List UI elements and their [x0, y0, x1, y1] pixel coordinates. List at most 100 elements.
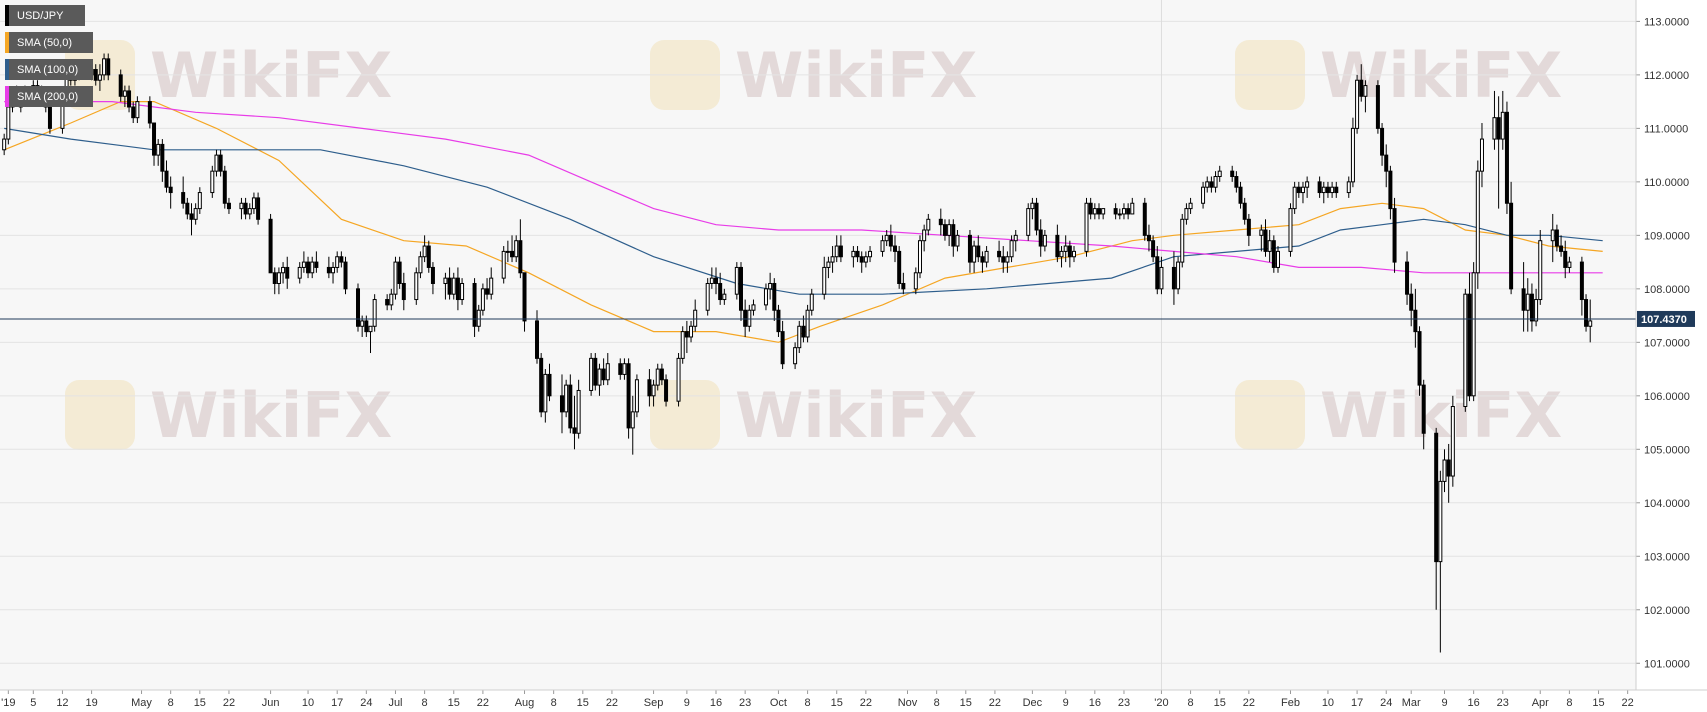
candle-bearish: [1559, 245, 1564, 252]
x-tick-label: 10: [302, 697, 314, 709]
candle-bearish: [1529, 293, 1534, 322]
candle-bearish: [1375, 85, 1380, 129]
candle-bullish: [1288, 208, 1293, 252]
candle-bullish: [1072, 250, 1077, 258]
x-axis: '19 5 12 19 May 8 15 22 Jun 10 17 24 Jul 8 15 22 Aug 8 15 2…: [1, 690, 1634, 709]
candle-bullish: [1101, 208, 1106, 215]
x-tick-label: Oct: [770, 697, 787, 709]
candle-bullish: [1363, 85, 1368, 97]
candle-bullish: [1188, 202, 1193, 210]
y-tick-label: 112.0000: [1644, 70, 1689, 82]
candle-bullish: [1471, 272, 1476, 397]
candle-bullish: [1450, 406, 1455, 477]
candle-bearish: [1242, 202, 1247, 220]
x-tick-label: 22: [477, 697, 489, 709]
x-axis-background: [0, 690, 1707, 712]
y-tick-label: 106.0000: [1644, 391, 1690, 403]
x-tick-label: 10: [1322, 697, 1334, 709]
candle-bearish: [93, 69, 98, 81]
candle-bearish: [1263, 229, 1268, 252]
candle-bearish: [472, 282, 477, 327]
x-tick-label: 19: [85, 697, 97, 709]
x-tick-label: 17: [1351, 697, 1363, 709]
x-tick-label: 8: [422, 697, 428, 709]
candle-bearish: [1467, 293, 1472, 397]
candle-bearish: [1504, 111, 1509, 204]
x-tick-label: 15: [577, 697, 589, 709]
candle-bullish: [884, 234, 889, 242]
candle-bullish: [1217, 170, 1222, 178]
candle-bearish: [285, 266, 290, 279]
candle-bullish: [1538, 240, 1543, 301]
candle-bearish: [1388, 170, 1393, 210]
x-tick-label: 22: [1243, 697, 1255, 709]
legend-label: SMA (50,0): [17, 36, 73, 49]
y-tick-label: 107.0000: [1644, 337, 1690, 349]
candle-bullish: [805, 309, 810, 338]
candle-bullish: [1030, 202, 1035, 210]
candle-bullish: [1525, 293, 1530, 311]
candle-bearish: [243, 202, 248, 215]
candle-bearish: [1151, 240, 1156, 258]
candle-bullish: [1588, 320, 1593, 327]
candle-bearish: [131, 106, 136, 119]
candle-bearish: [47, 106, 52, 129]
candle-bullish: [734, 266, 739, 295]
candle-bullish: [1442, 459, 1447, 482]
y-axis: 113.0000 112.0000 111.0000 110.0000 109.0000…: [1636, 16, 1690, 670]
candle-bullish: [822, 266, 827, 295]
candle-bullish: [460, 282, 465, 301]
candle-bullish: [763, 288, 768, 306]
legend-item-sma-50[interactable]: SMA (50,0): [5, 32, 93, 53]
x-tick-label: 8: [805, 697, 811, 709]
legend-item-sma-200[interactable]: SMA (200,0): [5, 86, 93, 107]
watermark-layer: WikiFX WikiFX WikiFX WikiFX WikiFX WikiFX: [65, 39, 1562, 452]
x-tick-label: Dec: [1023, 697, 1043, 709]
candle-bullish: [1500, 111, 1505, 140]
candle-bullish: [793, 347, 798, 365]
candle-bearish: [659, 368, 664, 381]
x-tick-label: 9: [684, 697, 690, 709]
candle-bullish: [1567, 261, 1572, 268]
candle-bullish: [422, 245, 427, 258]
watermark-logo: [65, 380, 135, 450]
candle-bearish: [364, 320, 369, 333]
grid-lines: [0, 0, 1636, 690]
candle-bullish: [1026, 208, 1031, 236]
candle-bearish: [967, 234, 972, 263]
candle-bearish: [326, 266, 331, 274]
candle-bearish: [1001, 256, 1006, 263]
legend-label: SMA (100,0): [17, 63, 79, 76]
candle-bullish: [1180, 218, 1185, 263]
x-tick-label: Nov: [898, 697, 918, 709]
candle-bullish: [655, 368, 660, 386]
candle-bullish: [1534, 299, 1539, 322]
candle-bearish: [1142, 202, 1147, 236]
candle-bullish: [651, 384, 656, 397]
candle-bullish: [276, 272, 281, 284]
candle-bearish: [568, 384, 573, 429]
x-tick-label: '20: [1154, 697, 1168, 709]
candle-bullish: [310, 261, 315, 274]
candle-bullish: [1063, 245, 1068, 252]
candle-bearish: [572, 427, 577, 434]
candle-bullish: [301, 261, 306, 268]
x-tick-label: Sep: [644, 697, 664, 709]
candle-bullish: [630, 411, 635, 429]
candle-bullish: [597, 368, 602, 386]
watermark-text: WikiFX: [735, 39, 977, 112]
x-tick-label: Feb: [1281, 697, 1300, 709]
candle-bearish: [356, 288, 361, 327]
x-tick-label: 22: [223, 697, 235, 709]
legend-item-usdjpy[interactable]: USD/JPY: [5, 5, 85, 26]
x-tick-label: Jun: [262, 697, 280, 709]
candle-bearish: [664, 379, 669, 402]
candle-bullish: [443, 277, 448, 284]
candle-bearish: [106, 58, 111, 76]
candle-bearish: [1384, 154, 1389, 172]
legend-item-sma-100[interactable]: SMA (100,0): [5, 59, 93, 80]
candle-bearish: [618, 363, 623, 375]
candle-bearish: [559, 395, 564, 413]
candle-bullish: [576, 389, 581, 434]
